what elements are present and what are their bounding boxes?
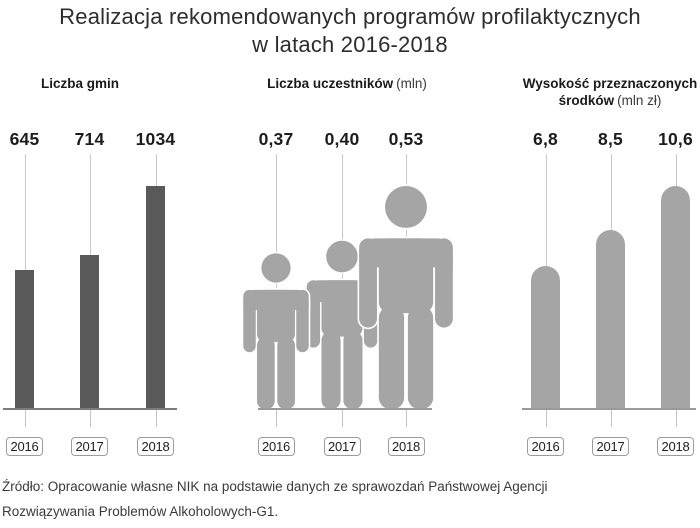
value-label-liczba-gmin-2017: 714: [74, 129, 105, 149]
bar-wysokosc-srodkow-2016: [531, 265, 560, 409]
axis-tick: [675, 410, 677, 427]
year-badge-liczba-gmin-2018: 2018: [137, 437, 174, 456]
year-badge-liczba-uczestnikow-2016: 2016: [257, 437, 295, 456]
connector-line: [276, 154, 277, 290]
value-label-liczba-gmin-2018: 1034: [135, 129, 176, 149]
participants-pictogram-group: [241, 184, 455, 411]
year-badge-liczba-gmin-2017: 2017: [71, 437, 108, 456]
axis-tick: [276, 410, 277, 427]
axis-tick: [24, 410, 26, 427]
panel-header-wysokosc-unit: (mln zł): [617, 93, 662, 108]
source-line-1: Źródło: Opracowanie własne NIK na podsta…: [2, 479, 548, 494]
value-label-wysokosc-srodkow-2018: 10,6: [658, 129, 693, 149]
value-label-liczba-uczestnikow-2018: 0,53: [388, 129, 424, 149]
axis-tick: [610, 410, 612, 427]
panel-header-wysokosc-label-2: środków: [558, 93, 615, 108]
source-note: Źródło: Opracowanie własne NIK na podsta…: [2, 474, 692, 524]
source-line-2: Rozwiązywania Problemów Alkoholowych-G1.: [2, 504, 279, 519]
person-pictogram-2018: [357, 184, 455, 411]
connector-line: [342, 154, 343, 281]
year-badge-liczba-gmin-2016: 2016: [6, 437, 43, 456]
panel-header-liczba-gmin-label: Liczba gmin: [40, 76, 119, 91]
value-label-wysokosc-srodkow-2016: 6,8: [533, 129, 558, 149]
axis-tick: [406, 410, 407, 427]
panel-header-wysokosc-line-2: środków (mln zł): [510, 92, 700, 109]
panel-header-liczba-gmin: Liczba gmin: [0, 75, 160, 92]
panel-header-liczba-uczestnikow-label: Liczba uczestników: [267, 76, 394, 91]
value-label-liczba-uczestnikow-2016: 0,37: [258, 129, 294, 149]
bar-liczba-gmin-2017: [80, 255, 99, 409]
year-badge-wysokosc-srodkow-2018: 2018: [657, 437, 694, 456]
bar-wysokosc-srodkow-2018: [661, 186, 690, 409]
axis-baseline-wysokosc-srodkow: [522, 408, 696, 410]
connector-line: [89, 154, 91, 255]
axis-tick: [545, 410, 547, 427]
bar-liczba-gmin-2016: [15, 269, 34, 409]
panel-header-wysokosc-line-1: Wysokość przeznaczonych: [510, 75, 700, 92]
panel-header-wysokosc-srodkow: Wysokość przeznaczonych środków (mln zł): [510, 75, 700, 109]
panel-header-liczba-uczestnikow-unit: (mln): [396, 76, 427, 91]
year-badge-wysokosc-srodkow-2017: 2017: [592, 437, 629, 456]
bar-wysokosc-srodkow-2017: [596, 230, 625, 409]
connector-line: [155, 154, 157, 186]
axis-tick: [155, 410, 157, 427]
year-badge-wysokosc-srodkow-2016: 2016: [527, 437, 564, 456]
title-line-1: Realizacja rekomendowanych programów pro…: [59, 4, 641, 29]
value-label-liczba-gmin-2016: 645: [9, 129, 40, 149]
title-line-2: w latach 2016-2018: [252, 32, 448, 57]
value-label-liczba-uczestnikow-2017: 0,40: [324, 129, 360, 149]
axis-tick: [342, 410, 343, 427]
axis-baseline-liczba-uczestnikow: [258, 408, 432, 410]
page-title: Realizacja rekomendowanych programów pro…: [0, 3, 700, 59]
axis-tick: [89, 410, 91, 427]
connector-line: [545, 154, 547, 266]
bar-liczba-gmin-2018: [146, 186, 165, 409]
year-badge-liczba-uczestnikow-2018: 2018: [387, 437, 425, 456]
connector-line: [675, 154, 677, 186]
person-pictogram-2016: [241, 251, 311, 411]
value-label-wysokosc-srodkow-2017: 8,5: [598, 129, 623, 149]
connector-line: [24, 154, 26, 270]
connector-line: [610, 154, 612, 231]
axis-baseline-liczba-gmin: [3, 408, 177, 410]
year-badge-liczba-uczestnikow-2017: 2017: [323, 437, 361, 456]
panel-header-wysokosc-label-1: Wysokość przeznaczonych: [522, 76, 698, 91]
panel-header-liczba-uczestnikow: Liczba uczestników (mln): [247, 75, 447, 92]
